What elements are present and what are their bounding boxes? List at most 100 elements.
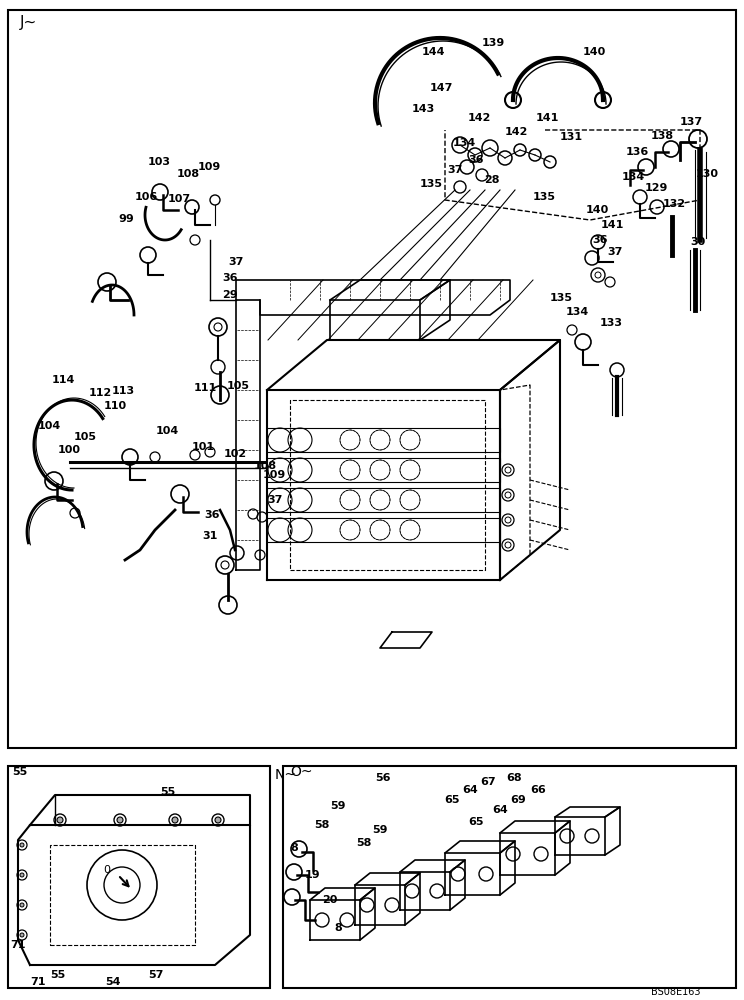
Bar <box>290 400 485 570</box>
Circle shape <box>117 817 123 823</box>
Text: 28: 28 <box>484 175 499 185</box>
Text: 67: 67 <box>480 777 496 787</box>
Text: 131: 131 <box>560 132 583 142</box>
Circle shape <box>20 873 24 877</box>
Text: 135: 135 <box>550 293 573 303</box>
Text: 8: 8 <box>334 923 341 933</box>
Text: 136: 136 <box>626 147 650 157</box>
Circle shape <box>57 817 63 823</box>
Text: 134: 134 <box>622 172 645 182</box>
Circle shape <box>505 542 511 548</box>
Bar <box>8 766 270 988</box>
Text: 109: 109 <box>198 162 221 172</box>
Text: 141: 141 <box>601 220 624 230</box>
Circle shape <box>20 933 24 937</box>
Text: 142: 142 <box>505 127 528 137</box>
Circle shape <box>172 817 178 823</box>
Text: 56: 56 <box>375 773 391 783</box>
Circle shape <box>505 492 511 498</box>
Text: 37: 37 <box>607 247 623 257</box>
Text: 139: 139 <box>482 38 505 48</box>
Text: 29: 29 <box>222 290 237 300</box>
Text: 59: 59 <box>330 801 345 811</box>
Circle shape <box>215 817 221 823</box>
Text: 102: 102 <box>224 449 247 459</box>
Text: 31: 31 <box>202 531 217 541</box>
Text: 68: 68 <box>506 773 522 783</box>
Text: 58: 58 <box>314 820 330 830</box>
Text: 134: 134 <box>453 138 476 148</box>
Text: BS08E163: BS08E163 <box>650 987 700 997</box>
Text: 132: 132 <box>663 199 686 209</box>
Text: 36: 36 <box>468 155 484 165</box>
Text: 71: 71 <box>30 977 45 987</box>
Text: 134: 134 <box>566 307 589 317</box>
Bar <box>8 10 736 748</box>
Text: 103: 103 <box>148 157 171 167</box>
Text: 113: 113 <box>112 386 135 396</box>
Text: 106: 106 <box>135 192 158 202</box>
Text: 19: 19 <box>305 870 321 880</box>
Text: 135: 135 <box>533 192 556 202</box>
Text: 37: 37 <box>228 257 243 267</box>
Text: 141: 141 <box>536 113 559 123</box>
Text: 65: 65 <box>444 795 460 805</box>
Text: 135: 135 <box>420 179 443 189</box>
Text: 65: 65 <box>468 817 484 827</box>
Text: 109: 109 <box>263 470 286 480</box>
Text: 100: 100 <box>58 445 81 455</box>
Text: 110: 110 <box>104 401 127 411</box>
Text: 64: 64 <box>492 805 507 815</box>
Text: 55: 55 <box>50 970 65 980</box>
Text: 64: 64 <box>462 785 478 795</box>
Text: 99: 99 <box>118 214 134 224</box>
Text: 105: 105 <box>227 381 250 391</box>
Text: 108: 108 <box>177 169 200 179</box>
Text: 57: 57 <box>148 970 164 980</box>
Text: 37: 37 <box>267 495 283 505</box>
Text: 144: 144 <box>422 47 446 57</box>
Text: 104: 104 <box>38 421 61 431</box>
Text: 105: 105 <box>74 432 97 442</box>
Text: 140: 140 <box>586 205 609 215</box>
Text: 20: 20 <box>322 895 337 905</box>
Text: 104: 104 <box>156 426 179 436</box>
Text: 111: 111 <box>194 383 217 393</box>
Text: 59: 59 <box>372 825 388 835</box>
Text: 37: 37 <box>447 165 462 175</box>
Text: 54: 54 <box>105 977 121 987</box>
Text: 0: 0 <box>103 865 110 875</box>
Text: 138: 138 <box>651 131 674 141</box>
Text: 133: 133 <box>600 318 623 328</box>
Text: 143: 143 <box>412 104 435 114</box>
Text: 71: 71 <box>10 940 25 950</box>
Text: 66: 66 <box>530 785 546 795</box>
Bar <box>283 766 736 988</box>
Text: 114: 114 <box>52 375 75 385</box>
Text: 147: 147 <box>430 83 453 93</box>
Circle shape <box>20 903 24 907</box>
Text: 108: 108 <box>254 461 277 471</box>
Text: 36: 36 <box>222 273 237 283</box>
Text: 107: 107 <box>168 194 191 204</box>
Text: N~: N~ <box>275 768 297 782</box>
Text: 129: 129 <box>645 183 668 193</box>
Text: 58: 58 <box>356 838 371 848</box>
Circle shape <box>505 517 511 523</box>
Text: J~: J~ <box>20 14 37 29</box>
Text: 8: 8 <box>290 843 298 853</box>
Text: 69: 69 <box>510 795 526 805</box>
Circle shape <box>20 843 24 847</box>
Text: 142: 142 <box>468 113 491 123</box>
Text: 30: 30 <box>690 237 705 247</box>
Text: 137: 137 <box>680 117 703 127</box>
Text: 36: 36 <box>592 235 608 245</box>
Text: 112: 112 <box>89 388 112 398</box>
Text: 130: 130 <box>696 169 719 179</box>
Text: 55: 55 <box>12 767 28 777</box>
Text: 55: 55 <box>160 787 176 797</box>
Text: 140: 140 <box>583 47 606 57</box>
Text: 101: 101 <box>192 442 215 452</box>
Circle shape <box>505 467 511 473</box>
Text: 36: 36 <box>204 510 219 520</box>
